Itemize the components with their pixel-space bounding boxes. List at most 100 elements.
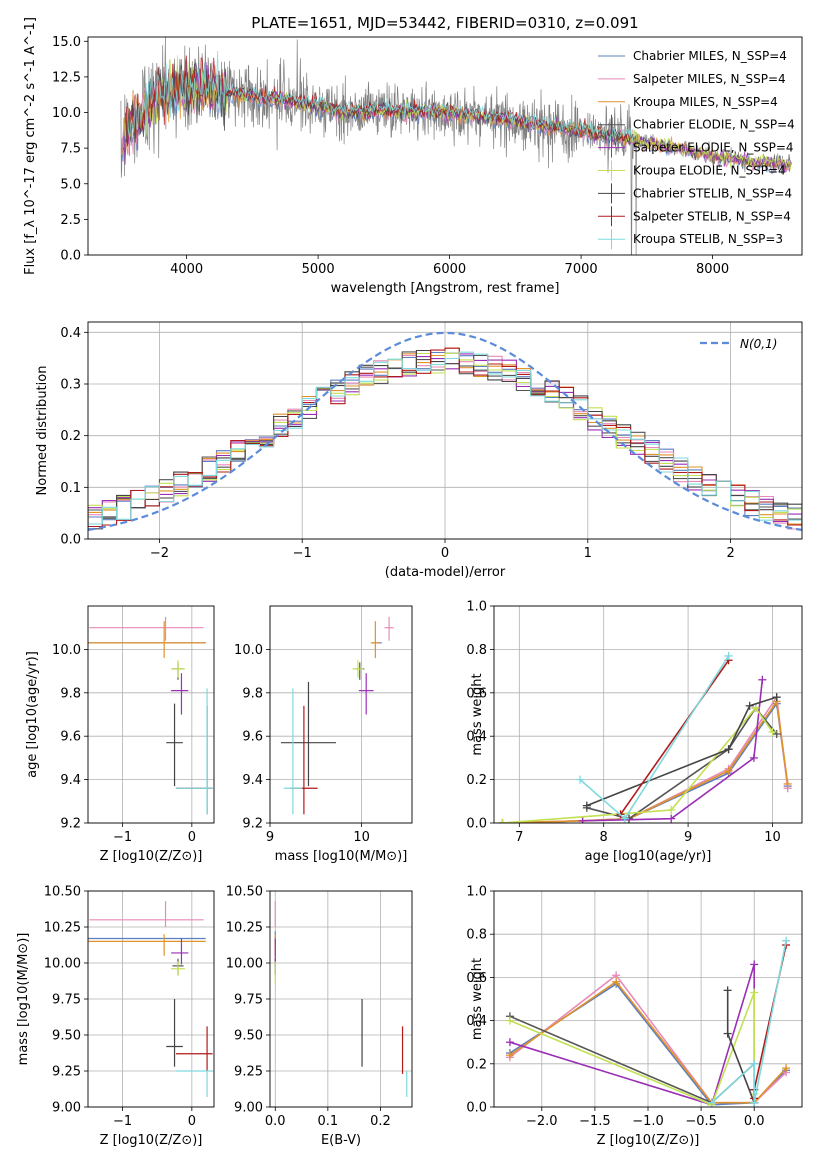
x-tick-label: 8 [600, 830, 608, 845]
x-tick-label: 7000 [565, 262, 598, 277]
y-tick-label: 0.4 [466, 1014, 487, 1029]
spectrum-model-line [126, 50, 634, 143]
errorbar-point [384, 616, 394, 641]
weight-marker [498, 819, 507, 823]
errorbar-point [88, 621, 206, 659]
weight-marker [749, 753, 758, 762]
x-axis-label: E(B-V) [321, 1133, 361, 1148]
legend-label: Salpeter ELODIE, N_SSP=4 [633, 141, 794, 155]
weight-marker [723, 1029, 732, 1038]
y-tick-label: 12.5 [52, 70, 81, 85]
y-axis-label: mass [log10(M/M⊙)] [16, 933, 31, 1066]
y-tick-label: 9.00 [52, 1101, 81, 1116]
weight-marker [724, 651, 733, 660]
axes-frame [87, 605, 215, 824]
errorbar-point [89, 901, 204, 927]
axes-mass_vs_Z: −1 0 9.00 9.25 9.50 9.75 10.00 10.25 10.50 Z [log… [16, 885, 215, 1148]
axes-frame [269, 605, 413, 824]
x-axis-label: mass [log10(M/M⊙)] [275, 849, 408, 864]
plot-area [505, 936, 791, 1107]
errorbar-point [171, 938, 189, 965]
errorbar-point [370, 621, 380, 659]
y-tick-label: 2.5 [60, 213, 81, 228]
legend-label: Kroupa ELODIE, N_SSP=4 [633, 164, 786, 178]
axes-weight_vs_age: 7 8 9 10 0.0 0.2 0.4 0.6 0.8 1.0 age [log10(age/yr… [466, 600, 803, 864]
weight-marker [667, 814, 676, 823]
axes-frame [493, 890, 803, 1108]
y-tick-label: 0.2 [60, 429, 81, 444]
y-tick-label: 0.4 [60, 326, 81, 341]
y-tick-label: 9.8 [242, 686, 263, 701]
x-axis-label: wavelength [Angstrom, rest frame] [331, 281, 560, 296]
x-tick-label: 9 [266, 830, 274, 845]
legend-label: Chabrier STELIB, N_SSP=4 [633, 186, 792, 200]
errorbar-point [175, 688, 213, 815]
legend-label: Kroupa STELIB, N_SSP=3 [633, 232, 783, 246]
x-tick-label: 0 [188, 1114, 196, 1129]
x-tick-label: 4000 [170, 262, 203, 277]
legend-label: Salpeter MILES, N_SSP=4 [633, 72, 786, 86]
x-tick-label: −2.0 [526, 1114, 558, 1129]
y-tick-label: 0.4 [466, 730, 487, 745]
weight-marker [772, 730, 781, 739]
y-tick-label: 9.2 [242, 817, 263, 832]
histogram-step [88, 351, 802, 525]
errorbar-point [358, 673, 374, 715]
errorbar-point [283, 688, 303, 815]
weight-marker [750, 988, 759, 997]
axes-age_vs_Z: −1 0 9.2 9.4 9.6 9.8 10.0 Z [log10(Z/Z⊙)] age [l… [25, 605, 215, 864]
x-tick-label: 9 [684, 830, 692, 845]
y-tick-label: 9.4 [242, 773, 263, 788]
x-tick-label: 6000 [433, 262, 466, 277]
errorbar-point [171, 961, 185, 976]
y-tick-label: 0.1 [60, 481, 81, 496]
y-tick-label: 5.0 [60, 177, 81, 192]
weight-line [502, 699, 789, 823]
y-tick-label: 9.6 [60, 730, 81, 745]
weight-marker [768, 727, 777, 736]
x-tick-label: 0 [188, 830, 196, 845]
weight-marker [505, 1038, 514, 1047]
weight-line [586, 696, 777, 807]
weight-line [586, 706, 778, 820]
y-tick-label: 10.0 [234, 643, 263, 658]
errorbar-point [171, 660, 185, 678]
weight-marker [707, 1098, 716, 1107]
y-axis-label: Flux [f_λ 10^-17 erg cm^-2 s^-1 A^-1] [23, 17, 38, 275]
y-tick-label: 1.0 [466, 600, 487, 615]
errorbar-point [290, 705, 318, 815]
y-tick-label: 9.6 [242, 730, 263, 745]
y-tick-label: 9.75 [52, 993, 81, 1008]
errorbar-point [171, 673, 189, 715]
y-tick-label: 7.5 [60, 142, 81, 157]
axes-frame [493, 605, 803, 824]
errorbar-point [89, 616, 204, 641]
y-tick-label: 0.2 [466, 1057, 487, 1072]
x-tick-label: 0.1 [318, 1114, 339, 1129]
weight-marker [750, 1098, 759, 1107]
y-tick-label: 10.50 [44, 885, 81, 900]
weight-marker [724, 766, 733, 775]
y-tick-label: 9.00 [234, 1101, 263, 1116]
y-axis-label: age [log10(age/yr)] [25, 651, 40, 778]
y-tick-label: 10.25 [226, 921, 263, 936]
y-tick-label: 9.75 [234, 993, 263, 1008]
y-tick-label: 10.00 [226, 957, 263, 972]
weight-line [619, 659, 730, 815]
axes-age_vs_mass: 9 10 9.2 9.4 9.6 9.8 10.0 mass [log10(M/M⊙)] [234, 605, 413, 864]
errorbar-point [355, 662, 365, 680]
axes-mass_vs_ebv: 0.0 0.1 0.2 9.00 9.25 9.50 9.75 10.00 10.25 10.50… [226, 885, 413, 1148]
figure-title: PLATE=1651, MJD=53442, FIBERID=0310, z=0… [251, 14, 638, 32]
weight-line [711, 940, 787, 1104]
axes-weight_vs_Z: −2.0 −1.5 −1.0 −0.5 0.0 0.0 0.2 0.4 0.6 0.8 1.0 Z [… [466, 885, 803, 1148]
legend-label: Salpeter STELIB, N_SSP=4 [633, 209, 791, 223]
y-tick-label: 15.0 [52, 35, 81, 50]
y-axis-label: mass weight [470, 958, 485, 1040]
y-tick-label: 0.8 [466, 928, 487, 943]
y-tick-label: 1.0 [466, 885, 487, 900]
errorbar-point [352, 660, 364, 678]
legend-label: Kroupa MILES, N_SSP=4 [633, 95, 778, 109]
y-tick-label: 10.50 [226, 885, 263, 900]
x-tick-label: 8000 [696, 262, 729, 277]
errorbar-point [166, 999, 183, 1067]
